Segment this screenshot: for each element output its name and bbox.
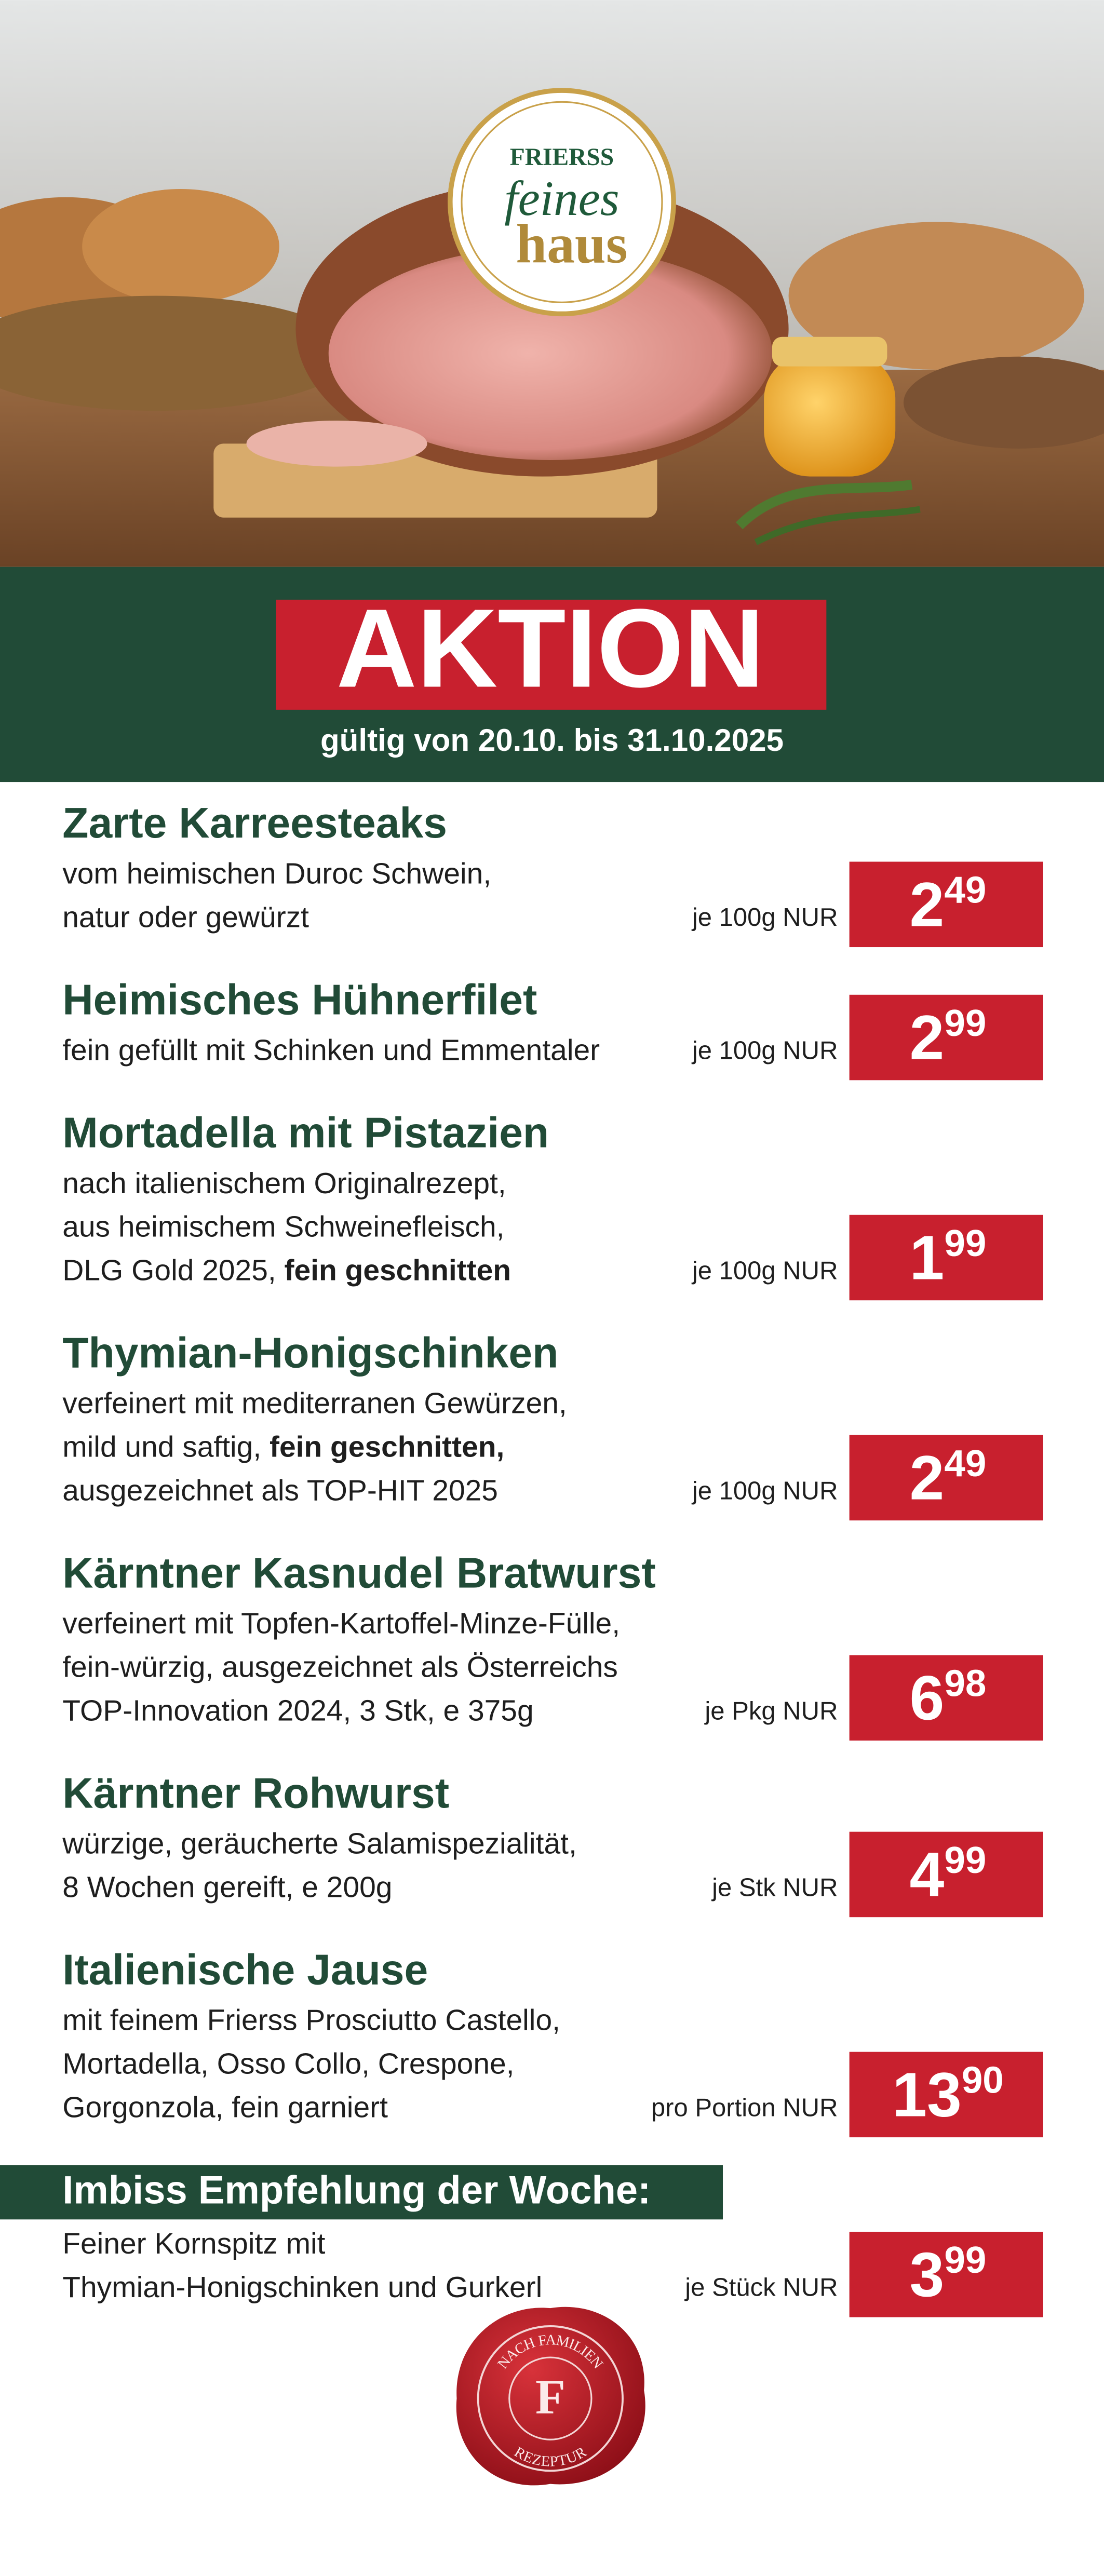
description-line: verfeinert mit mediterranen Gewürzen, [62, 1387, 567, 1420]
description-line: fein-würzig, ausgezeichnet als Österreic… [62, 1651, 618, 1684]
logo-line: haus [516, 213, 627, 275]
unit-label: je Stk NUR [711, 1873, 838, 1901]
unit-label: je 100g NUR [691, 1477, 838, 1505]
description-line: würzige, geräucherte Salamispezialität, [62, 1827, 577, 1860]
price: 249 [910, 869, 987, 939]
unit-label: je 100g NUR [691, 1257, 838, 1285]
price-box [849, 1655, 1043, 1741]
description-line: Thymian-Honigschinken und Gurkerl [62, 2271, 542, 2304]
price-cents: 49 [944, 869, 986, 911]
logo-line: feines [504, 171, 619, 226]
banner-box [276, 599, 827, 710]
description-text: DLG Gold 2025, [62, 1253, 284, 1287]
price-cents: 49 [944, 1442, 986, 1485]
description-line: natur oder gewürzt [62, 900, 309, 934]
price-box [849, 861, 1043, 948]
description-text: mild und saftig, [62, 1431, 270, 1464]
price-cents: 99 [944, 1839, 986, 1881]
price: 499 [910, 1839, 987, 1909]
banner-validity: gültig von 20.10. bis 31.10.2025 [320, 723, 784, 758]
item-name: Thymian-Honigschinken [62, 1330, 558, 1377]
banner-title: AKTION [336, 585, 765, 710]
description-bold: fein geschnitten, [270, 1431, 504, 1464]
price-box [849, 994, 1043, 1081]
header-photo [0, 0, 1104, 567]
price: 199 [910, 1222, 987, 1292]
price-box [849, 1215, 1043, 1301]
description-line: vom heimischen Duroc Schwein, [62, 857, 491, 890]
price-cents: 99 [944, 2239, 986, 2281]
price: 698 [910, 1663, 987, 1733]
description-line: Mortadella, Osso Collo, Crespone, [62, 2047, 514, 2081]
price-main: 2 [910, 1443, 945, 1513]
price-main: 2 [910, 870, 945, 939]
seal-letter: F [535, 2369, 566, 2424]
logo-brand: FRIERSS [510, 144, 614, 171]
unit-label: je 100g NUR [691, 903, 838, 932]
unit-label: je Stück NUR [684, 2274, 838, 2302]
description-line: TOP-Innovation 2024, 3 Stk, e 375g [62, 1694, 533, 1727]
item-name: Italienische Jause [62, 1946, 428, 1993]
price-main: 4 [910, 1840, 945, 1909]
price: 1390 [892, 2059, 1004, 2129]
description-line: Feiner Kornspitz mit [62, 2227, 325, 2260]
unit-label: je Pkg NUR [704, 1697, 838, 1725]
description-line: fein gefüllt mit Schinken und Emmentaler [62, 1034, 600, 1067]
price: 399 [910, 2239, 987, 2309]
item-name: Heimisches Hühnerfilet [62, 976, 537, 1023]
price-box [849, 1435, 1043, 1521]
item-name: Zarte Karreesteaks [62, 800, 447, 847]
description-line: 8 Wochen gereift, e 200g [62, 1870, 392, 1904]
item-name: Kärntner Rohwurst [62, 1770, 449, 1817]
description-bold: fein geschnitten [285, 1253, 511, 1287]
price-main: 6 [910, 1663, 945, 1733]
item-name: Mortadella mit Pistazien [62, 1110, 549, 1157]
price-cents: 90 [962, 2059, 1004, 2101]
description-line: DLG Gold 2025, fein geschnitten [62, 1253, 511, 1287]
price-box [849, 2232, 1043, 2317]
price-main: 13 [892, 2060, 962, 2129]
description-line: mild und saftig, fein geschnitten, [62, 1431, 504, 1464]
unit-label: je 100g NUR [691, 1036, 838, 1064]
description-line: nach italienischem Originalrezept, [62, 1167, 506, 1200]
description-line: ausgezeichnet als TOP-HIT 2025 [62, 1474, 498, 1507]
description-line: verfeinert mit Topfen-Kartoffel-Minze-Fü… [62, 1607, 620, 1640]
price-box [849, 2052, 1043, 2138]
description-line: mit feinem Frierss Prosciutto Castello, [62, 2004, 560, 2037]
item-name: Kärntner Kasnudel Bratwurst [62, 1549, 656, 1597]
price-cents: 99 [944, 1002, 986, 1044]
description-line: aus heimischem Schweinefleisch, [62, 1210, 504, 1244]
price: 299 [910, 1002, 987, 1072]
price: 249 [910, 1442, 987, 1513]
unit-label: pro Portion NUR [651, 2094, 838, 2122]
price-main: 2 [910, 1003, 945, 1072]
recommendation-heading: Imbiss Empfehlung der Woche: [62, 2168, 651, 2213]
price-main: 1 [910, 1223, 945, 1292]
description-line: Gorgonzola, fein garniert [62, 2091, 388, 2124]
recommendation-bar [0, 2165, 723, 2220]
price-box [849, 1831, 1043, 1918]
seal [456, 2307, 645, 2486]
price-cents: 99 [944, 1222, 986, 1264]
price-main: 3 [910, 2240, 945, 2310]
price-cents: 98 [944, 1663, 986, 1705]
